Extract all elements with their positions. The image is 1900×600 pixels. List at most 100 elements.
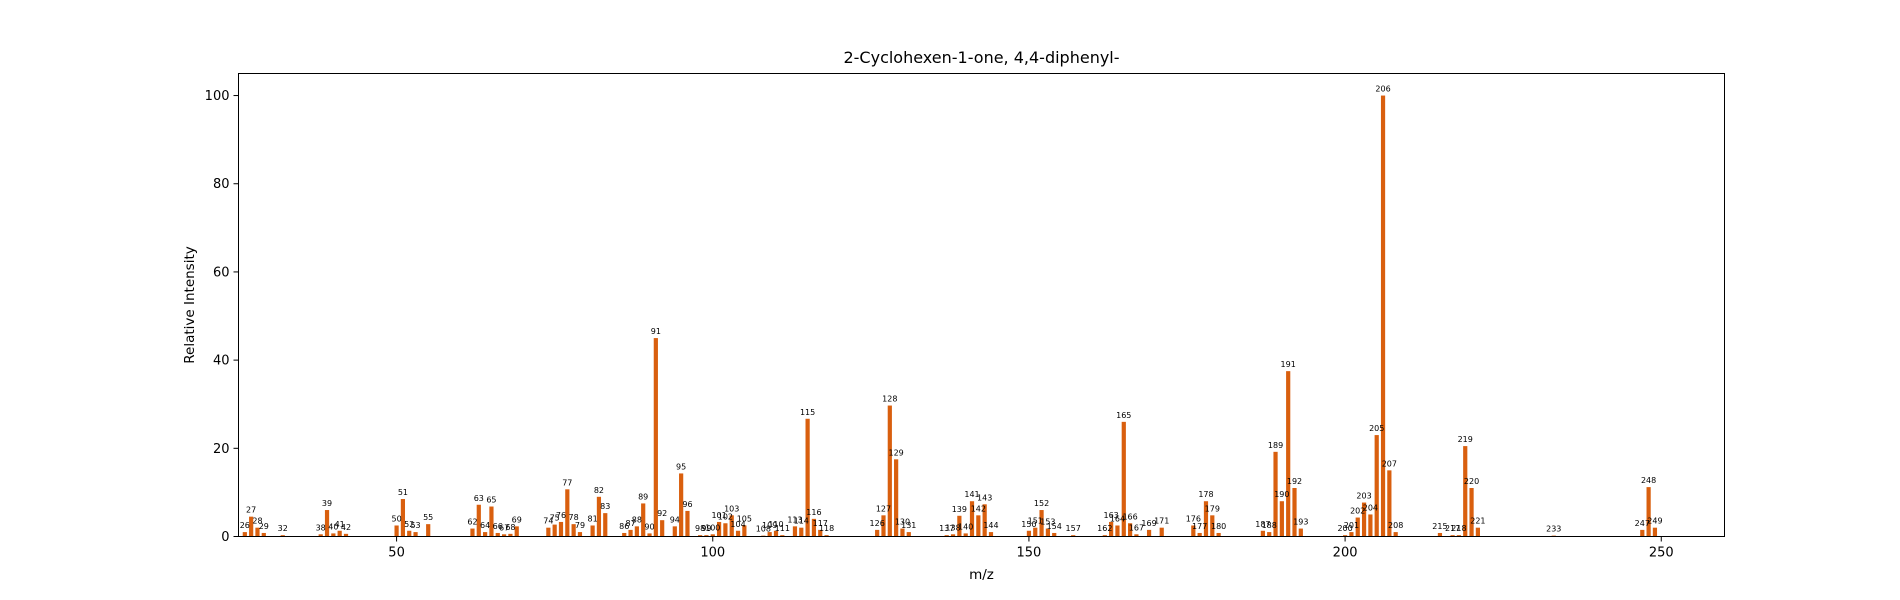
peak-bar [324, 510, 330, 537]
peak-label: 65 [486, 496, 496, 505]
peak-label: 164 [1110, 514, 1125, 523]
peak-bar [906, 532, 911, 537]
x-tick-label: 100 [700, 546, 725, 561]
peak-bar [1640, 529, 1645, 537]
peak-bar [824, 535, 829, 537]
peak-label: 83 [600, 502, 610, 511]
peak-bar [944, 535, 949, 537]
peak-bar [742, 525, 747, 537]
peak-label: 219 [1458, 435, 1473, 444]
peak-label: 233 [1546, 525, 1561, 534]
peak-bar [818, 529, 823, 537]
peak-bar [1456, 535, 1462, 537]
peak-bar [501, 534, 507, 537]
peak-bar [780, 535, 785, 537]
peak-bar [1374, 435, 1379, 537]
peak-bar [577, 532, 583, 537]
peak-label: 200 [1337, 524, 1352, 533]
peak-label: 131 [901, 521, 916, 530]
peak-label: 91 [651, 327, 661, 336]
chart-title: 2-Cyclohexen-1-one, 4,4-diphenyl- [843, 48, 1119, 67]
x-tick-label: 150 [1017, 546, 1042, 561]
peak-label: 29 [259, 522, 269, 531]
peak-label: 103 [724, 504, 739, 513]
peak-bar [483, 532, 488, 537]
peak-bar [773, 530, 779, 537]
peak-label: 247 [1635, 519, 1650, 528]
peak-label: 113 [787, 515, 802, 524]
peak-label: 140 [958, 522, 973, 531]
peak-bar [489, 506, 494, 537]
bars-layer [242, 95, 1658, 537]
peak-label: 63 [474, 494, 484, 503]
peak-label: 141 [964, 490, 979, 499]
peak-label: 51 [398, 488, 408, 497]
peak-label: 204 [1363, 503, 1378, 512]
peak-bar [1361, 502, 1367, 537]
peak-label: 152 [1034, 499, 1049, 508]
peak-bar [1279, 501, 1284, 537]
peak-label: 67 [499, 523, 509, 532]
peak-bar [558, 521, 564, 537]
peak-bar [1071, 535, 1076, 537]
peak-label: 52 [404, 520, 414, 529]
peak-bar [963, 533, 968, 537]
peak-label: 27 [246, 506, 256, 515]
peak-label: 55 [423, 513, 433, 522]
peak-bar [698, 535, 703, 537]
peak-bar [1393, 532, 1398, 537]
y-tick-label: 60 [213, 265, 230, 280]
peak-label: 94 [670, 515, 680, 524]
peak-bar [1102, 535, 1107, 537]
peak-label: 81 [588, 514, 598, 523]
peak-bar [767, 532, 772, 537]
peak-label: 137 [939, 524, 954, 533]
peak-bar [1033, 527, 1038, 537]
peak-label: 50 [391, 514, 401, 523]
peak-bar [476, 504, 481, 537]
peak-bar [900, 528, 905, 537]
peak-label: 105 [737, 514, 752, 523]
peak-label: 179 [1205, 504, 1220, 513]
peak-label: 163 [1103, 511, 1118, 520]
peak-bar [470, 528, 475, 537]
peak-label: 26 [240, 521, 250, 530]
peak-bar [735, 530, 741, 537]
peak-label: 248 [1641, 476, 1656, 485]
peak-label: 64 [480, 521, 490, 530]
peak-bar [1349, 532, 1354, 537]
peak-bar [1368, 514, 1373, 537]
peak-label: 171 [1154, 517, 1169, 526]
peak-label: 109 [762, 521, 777, 530]
y-tick-label: 100 [205, 89, 230, 104]
peak-bar [603, 513, 608, 537]
peak-bar [1286, 371, 1291, 537]
peak-label: 220 [1464, 477, 1479, 486]
peak-bar [988, 532, 994, 537]
peak-label: 32 [278, 524, 288, 533]
peak-label: 190 [1274, 490, 1289, 499]
peak-label: 77 [562, 478, 572, 487]
peak-bar [1292, 488, 1297, 537]
peak-label: 88 [632, 515, 642, 524]
peak-label: 206 [1375, 85, 1390, 94]
peak-label: 28 [252, 517, 262, 526]
peak-bar [508, 533, 513, 537]
peak-bar [400, 499, 406, 537]
peak-label: 203 [1356, 492, 1371, 501]
peak-label: 79 [575, 521, 585, 530]
peak-label: 142 [971, 504, 986, 513]
peak-bar [660, 520, 665, 537]
peak-bar [634, 526, 639, 537]
peak-label: 89 [638, 492, 648, 501]
peak-bar [343, 533, 349, 537]
peak-bar [672, 526, 677, 537]
peak-label: 187 [1255, 520, 1270, 529]
peak-label: 178 [1198, 490, 1213, 499]
peak-label: 96 [682, 500, 692, 509]
peak-bar [1355, 517, 1360, 537]
peak-label: 99 [701, 524, 711, 533]
peak-bar [261, 532, 266, 537]
peak-bar [1646, 487, 1651, 537]
peak-label: 144 [983, 521, 998, 530]
